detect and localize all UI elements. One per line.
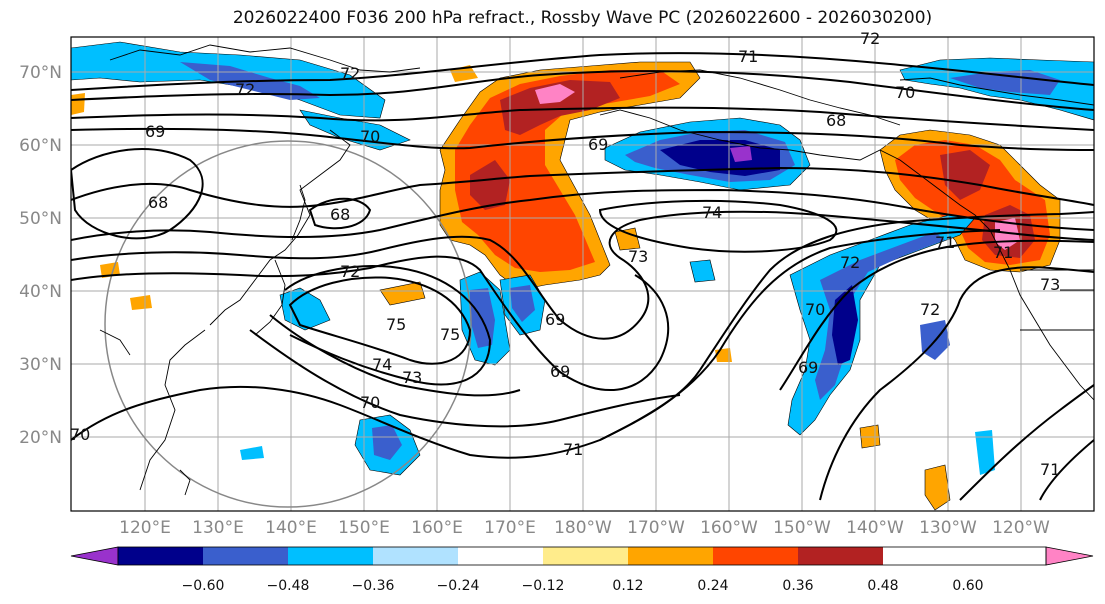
colorbar-tick: −0.12 — [522, 578, 565, 594]
contour-label: 72 — [860, 29, 880, 48]
contour-label: 68 — [148, 193, 168, 212]
map-title: 2026022400 F036 200 hPa refract., Rossby… — [232, 8, 933, 28]
colorbar-extend-min — [70, 546, 119, 566]
contour-value-labels: 72 72 71 72 70 68 69 70 69 68 68 74 72 7… — [70, 29, 1060, 479]
contour-label: 71 — [993, 243, 1013, 262]
contour-label: 68 — [330, 205, 350, 224]
lon-label: 150°E — [338, 518, 390, 538]
contour-label: 69 — [145, 122, 165, 141]
lon-label: 160°E — [411, 518, 463, 538]
contour-label: 73 — [1040, 275, 1060, 294]
refractivity-shading — [71, 41, 1094, 511]
contour-label: 69 — [550, 362, 570, 381]
contour-label: 75 — [440, 325, 460, 344]
colorbar-segment — [288, 547, 373, 565]
lon-label: 170°E — [484, 518, 536, 538]
lon-label: 120°W — [992, 518, 1050, 538]
contour-label: 70 — [805, 300, 825, 319]
latitude-labels: 70°N 60°N 50°N 40°N 30°N 20°N — [19, 63, 62, 448]
contour-label: 73 — [628, 247, 648, 266]
contour-label: 73 — [402, 368, 422, 387]
colorbar-tick: 0.12 — [612, 578, 643, 594]
contour-label: 71 — [738, 47, 758, 66]
lat-label: 30°N — [19, 355, 62, 375]
contour-label: 71 — [1040, 460, 1060, 479]
colorbar-segment — [628, 547, 713, 565]
lat-label: 40°N — [19, 282, 62, 302]
contour-label: 71 — [563, 440, 583, 459]
colorbar-segment — [713, 547, 798, 565]
contour-label: 72 — [920, 300, 940, 319]
colorbar-segment — [458, 547, 543, 565]
colorbar-segment — [798, 547, 883, 565]
lon-label: 120°E — [119, 518, 171, 538]
contour-label: 70 — [895, 83, 915, 102]
contour-label: 75 — [386, 315, 406, 334]
reference-circle — [104, 140, 472, 508]
colorbar-segment — [118, 547, 203, 565]
contour-label: 69 — [798, 358, 818, 377]
colorbar-tick: 0.24 — [697, 578, 728, 594]
contour-label: 74 — [372, 355, 392, 374]
colorbar-tick: 0.36 — [782, 578, 813, 594]
map-gridlines — [71, 37, 1094, 511]
lon-label: 160°W — [700, 518, 758, 538]
lon-label: 150°W — [773, 518, 831, 538]
colorbar-tick: −0.36 — [352, 578, 395, 594]
height-contours — [71, 52, 1094, 501]
longitude-labels: 120°E 130°E 140°E 150°E 160°E 170°E 180°… — [119, 518, 1050, 538]
lon-label: 170°W — [627, 518, 685, 538]
lon-label: 130°W — [919, 518, 977, 538]
lat-label: 50°N — [19, 209, 62, 229]
lon-label: 180°W — [554, 518, 612, 538]
map-frame — [70, 36, 1095, 512]
colorbar: −0.60 −0.48 −0.36 −0.24 −0.12 0.12 0.24 … — [70, 546, 1094, 594]
colorbar-segment — [203, 547, 288, 565]
lat-label: 70°N — [19, 63, 62, 83]
lon-label: 130°E — [192, 518, 244, 538]
colorbar-tick: −0.60 — [182, 578, 225, 594]
contour-label: 71 — [935, 233, 955, 252]
colorbar-extend-max — [1045, 546, 1094, 566]
contour-label: 69 — [545, 310, 565, 329]
contour-label: 72 — [340, 262, 360, 281]
contour-label: 70 — [360, 393, 380, 412]
lat-label: 60°N — [19, 136, 62, 156]
lat-label: 20°N — [19, 428, 62, 448]
contour-label: 70 — [360, 127, 380, 146]
lon-label: 140°E — [265, 518, 317, 538]
contour-label: 69 — [588, 135, 608, 154]
colorbar-tick: 0.48 — [867, 578, 898, 594]
colorbar-tick: 0.60 — [952, 578, 983, 594]
colorbar-segment — [543, 547, 628, 565]
contour-label: 74 — [702, 203, 722, 222]
colorbar-tick: −0.24 — [437, 578, 480, 594]
contour-label: 68 — [826, 111, 846, 130]
colorbar-tick: −0.48 — [267, 578, 310, 594]
contour-label: 72 — [840, 253, 860, 272]
contour-label: 72 — [340, 64, 360, 83]
contour-label: 70 — [70, 425, 90, 444]
lon-label: 140°W — [846, 518, 904, 538]
colorbar-segment — [373, 547, 458, 565]
contour-label: 72 — [235, 80, 255, 99]
